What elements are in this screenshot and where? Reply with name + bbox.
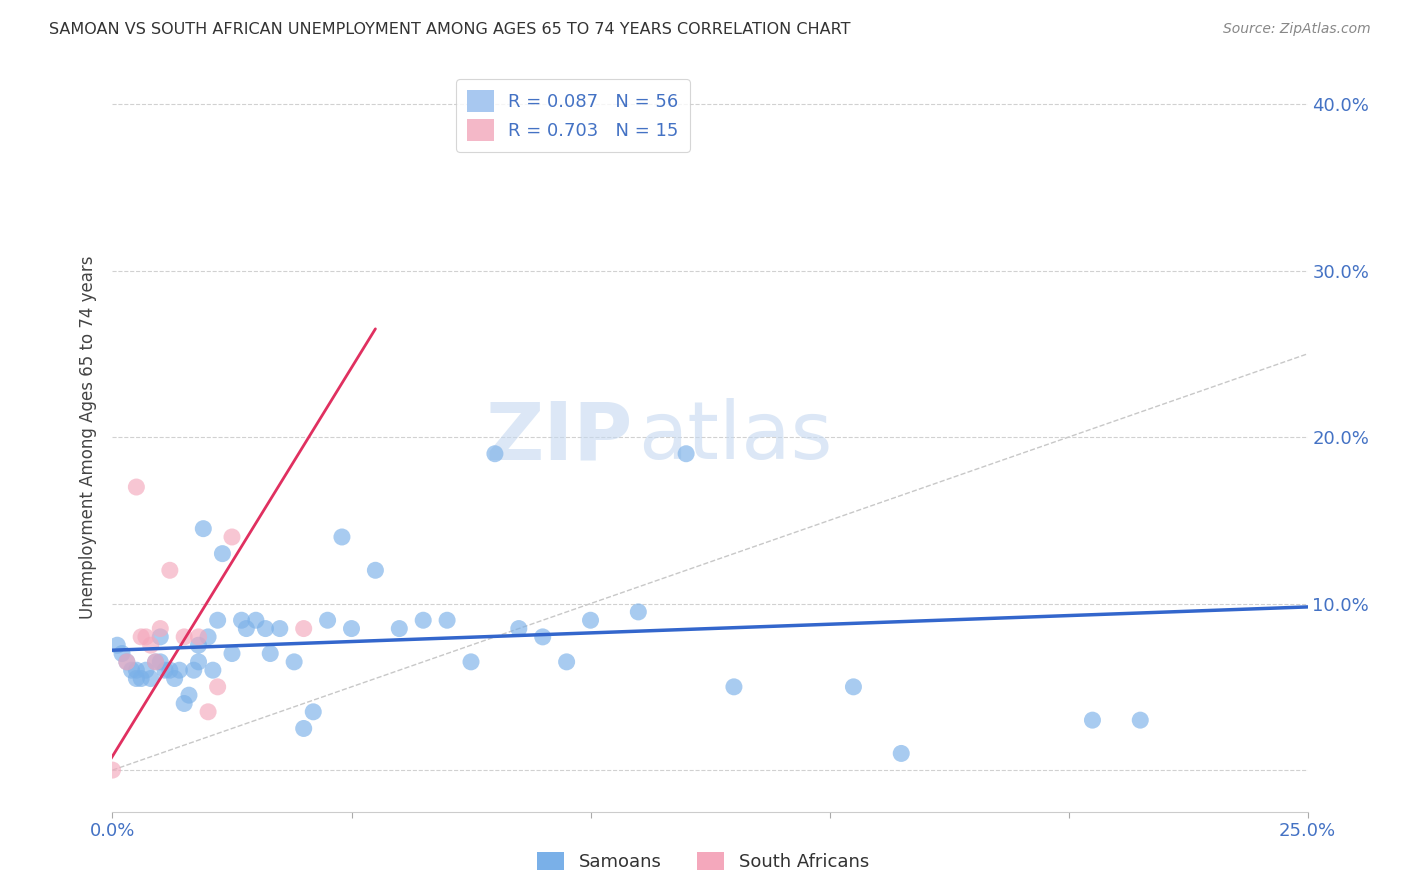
Point xyxy=(235,622,257,636)
Point xyxy=(115,655,138,669)
Point xyxy=(283,655,305,669)
Point xyxy=(187,630,209,644)
Point xyxy=(221,530,243,544)
Point xyxy=(555,655,578,669)
Point xyxy=(197,705,219,719)
Point xyxy=(388,622,411,636)
Point xyxy=(187,638,209,652)
Point xyxy=(111,647,134,661)
Point xyxy=(211,547,233,561)
Point xyxy=(149,622,172,636)
Point xyxy=(115,655,138,669)
Point xyxy=(436,613,458,627)
Point xyxy=(508,622,530,636)
Text: atlas: atlas xyxy=(638,398,832,476)
Point xyxy=(183,663,205,677)
Point xyxy=(121,663,143,677)
Point xyxy=(159,663,181,677)
Text: ZIP: ZIP xyxy=(485,398,633,476)
Point xyxy=(193,522,215,536)
Point xyxy=(139,672,162,686)
Point xyxy=(1129,713,1152,727)
Point xyxy=(149,630,172,644)
Text: Source: ZipAtlas.com: Source: ZipAtlas.com xyxy=(1223,22,1371,37)
Point xyxy=(105,638,128,652)
Point xyxy=(207,613,229,627)
Point xyxy=(125,480,148,494)
Point xyxy=(259,647,281,661)
Point xyxy=(173,697,195,711)
Point xyxy=(221,647,243,661)
Point xyxy=(531,630,554,644)
Point xyxy=(125,663,148,677)
Point xyxy=(460,655,482,669)
Point xyxy=(145,655,167,669)
Point xyxy=(302,705,325,719)
Point xyxy=(842,680,865,694)
Point xyxy=(675,447,697,461)
Point xyxy=(177,688,200,702)
Point xyxy=(145,655,167,669)
Point xyxy=(330,530,353,544)
Text: SAMOAN VS SOUTH AFRICAN UNEMPLOYMENT AMONG AGES 65 TO 74 YEARS CORRELATION CHART: SAMOAN VS SOUTH AFRICAN UNEMPLOYMENT AMO… xyxy=(49,22,851,37)
Point xyxy=(173,630,195,644)
Point xyxy=(245,613,267,627)
Legend: Samoans, South Africans: Samoans, South Africans xyxy=(530,845,876,879)
Point xyxy=(340,622,363,636)
Point xyxy=(254,622,277,636)
Point xyxy=(101,763,124,777)
Point xyxy=(627,605,650,619)
Point xyxy=(125,672,148,686)
Point xyxy=(197,630,219,644)
Point xyxy=(159,563,181,577)
Point xyxy=(163,672,186,686)
Y-axis label: Unemployment Among Ages 65 to 74 years: Unemployment Among Ages 65 to 74 years xyxy=(79,255,97,619)
Point xyxy=(139,638,162,652)
Point xyxy=(231,613,253,627)
Point xyxy=(579,613,602,627)
Point xyxy=(201,663,224,677)
Point xyxy=(292,622,315,636)
Point xyxy=(149,655,172,669)
Point xyxy=(316,613,339,627)
Point xyxy=(890,747,912,761)
Point xyxy=(412,613,434,627)
Point xyxy=(135,630,157,644)
Point xyxy=(207,680,229,694)
Point xyxy=(129,672,152,686)
Point xyxy=(129,630,152,644)
Point xyxy=(292,722,315,736)
Point xyxy=(153,663,176,677)
Point xyxy=(723,680,745,694)
Point xyxy=(187,655,209,669)
Point xyxy=(269,622,291,636)
Legend: R = 0.087   N = 56, R = 0.703   N = 15: R = 0.087 N = 56, R = 0.703 N = 15 xyxy=(456,79,690,152)
Point xyxy=(135,663,157,677)
Point xyxy=(169,663,191,677)
Point xyxy=(484,447,506,461)
Point xyxy=(1081,713,1104,727)
Point xyxy=(364,563,387,577)
